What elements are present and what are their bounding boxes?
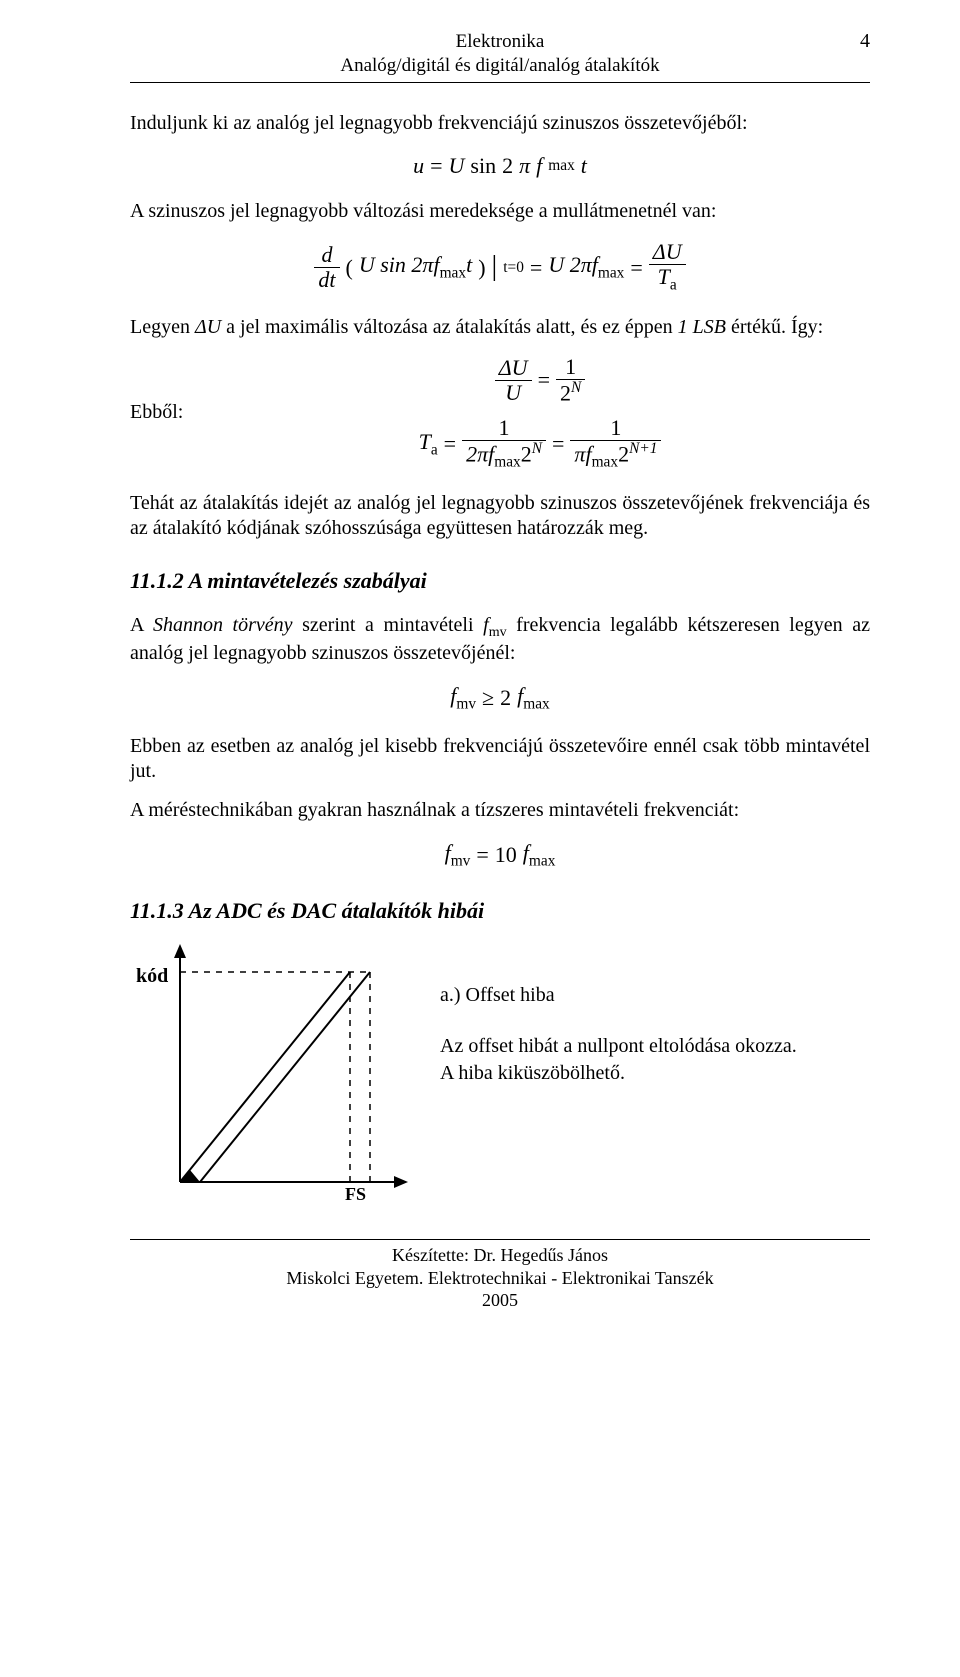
footer-line1: Készítette: Dr. Hegedűs János <box>130 1244 870 1267</box>
eq5-ge: ≥ <box>482 684 494 712</box>
heading-errors: 11.1.3 Az ADC és DAC átalakítók hibái <box>130 897 870 925</box>
eq1-max: max <box>548 156 575 175</box>
p3-b: a jel maximális változása az átalakítás … <box>221 316 677 338</box>
eq1-2: 2 <box>502 152 513 180</box>
equation-1: u = U sin 2πfmax t <box>130 152 870 180</box>
eq1-t: t <box>581 152 587 180</box>
eq4-eq2: = <box>552 430 564 458</box>
paragraph-4: Tehát az átalakítás idejét az analóg jel… <box>130 491 870 541</box>
header-rule <box>130 82 870 83</box>
equation-3: ΔU U = 1 2N <box>210 354 870 406</box>
eq1-U: U <box>449 152 465 180</box>
offset-line2: A hiba kiküszöbölhető. <box>440 1062 625 1084</box>
eq2-du: ΔU <box>649 240 686 264</box>
p5-c: szerint a mintavételi <box>293 614 484 636</box>
page: 4 Elektronika Analóg/digitál és digitál/… <box>0 0 960 1677</box>
kod-axis-label: kód <box>136 965 168 987</box>
eq1-f: f <box>536 152 542 180</box>
body: Induljunk ki az analóg jel legnagyobb fr… <box>130 111 870 1210</box>
eq2-eq1: = <box>530 254 542 282</box>
equation-6: fmv = 10 fmax <box>130 839 870 871</box>
eq2-duTa: ΔU Ta <box>649 240 686 295</box>
paragraph-2: A szinuszos jel legnagyobb változási mer… <box>130 199 870 224</box>
eq1-eq: = <box>430 152 442 180</box>
eq4-one2: 1 <box>570 416 661 440</box>
offset-figure-row: kód FS a.) Offset hiba Az offset hibát a… <box>130 942 870 1209</box>
eq2-usin: U sin 2πfmaxt <box>359 251 472 283</box>
equation-2: d dt (U sin 2πfmaxt) |t=0 = U 2πfmax = Δ… <box>130 240 870 295</box>
eq2-u2pf: U 2πfmax <box>548 251 624 283</box>
p5-b: Shannon törvény <box>153 614 293 636</box>
header-title: Elektronika <box>130 30 870 54</box>
heading-sampling-rules: 11.1.2 A mintavételezés szabályai <box>130 567 870 595</box>
eq2-eq2: = <box>630 254 642 282</box>
paragraph-3: Legyen ΔU a jel maximális változása az á… <box>130 315 870 340</box>
header: Elektronika Analóg/digitál és digitál/an… <box>130 30 870 83</box>
footer-line3: 2005 <box>130 1289 870 1312</box>
p3-c: értékű. Így: <box>726 316 823 338</box>
page-number: 4 <box>860 30 870 53</box>
equation-4: Ta = 1 2πfmax2N = 1 πfmax2N+1 <box>210 416 870 472</box>
eq1-pi: π <box>519 152 530 180</box>
eq2-ddt: d dt <box>314 243 339 292</box>
equation-5: fmv ≥ 2 fmax <box>130 682 870 714</box>
offset-title: a.) Offset hiba <box>440 982 797 1009</box>
eq2-d: d <box>314 243 339 267</box>
paragraph-5: A Shannon törvény szerint a mintavételi … <box>130 613 870 667</box>
eq3-U: U <box>495 380 532 405</box>
eq1-u: u <box>413 152 424 180</box>
paragraph-7: A méréstechnikában gyakran használnak a … <box>130 798 870 823</box>
eq3-eq: = <box>538 366 550 394</box>
eq1-sin: sin <box>470 152 496 180</box>
paragraph-6: Ebben az esetben az analóg jel kisebb fr… <box>130 734 870 784</box>
eq2-dt: dt <box>314 267 339 292</box>
footer-rule <box>130 1239 870 1240</box>
offset-figure: kód FS <box>130 942 410 1209</box>
offset-line1: Az offset hibát a nullpont eltolódása ok… <box>440 1035 797 1057</box>
fs-axis-label: FS <box>345 1184 366 1202</box>
footer-line2: Miskolci Egyetem. Elektrotechnikai - Ele… <box>130 1267 870 1290</box>
p3-a: Legyen <box>130 316 195 338</box>
p3-du: ΔU <box>195 316 221 338</box>
ebbol-label: Ebből: <box>130 400 210 425</box>
p5-a: A <box>130 614 153 636</box>
offset-text: a.) Offset hiba Az offset hibát a nullpo… <box>440 942 797 1101</box>
header-subtitle: Analóg/digitál és digitál/analóg átalakí… <box>130 54 870 78</box>
eq2-t0: t=0 <box>503 258 524 277</box>
eq6-eq: = <box>476 841 488 869</box>
p3-lsb: 1 LSB <box>678 316 726 338</box>
footer: Készítette: Dr. Hegedűs János Miskolci E… <box>130 1239 870 1312</box>
eq3-one: 1 <box>556 355 585 379</box>
eq3-du: ΔU <box>495 356 532 380</box>
eq4-eq1: = <box>444 430 456 458</box>
eq4-one1: 1 <box>462 416 546 440</box>
paragraph-1: Induljunk ki az analóg jel legnagyobb fr… <box>130 111 870 136</box>
